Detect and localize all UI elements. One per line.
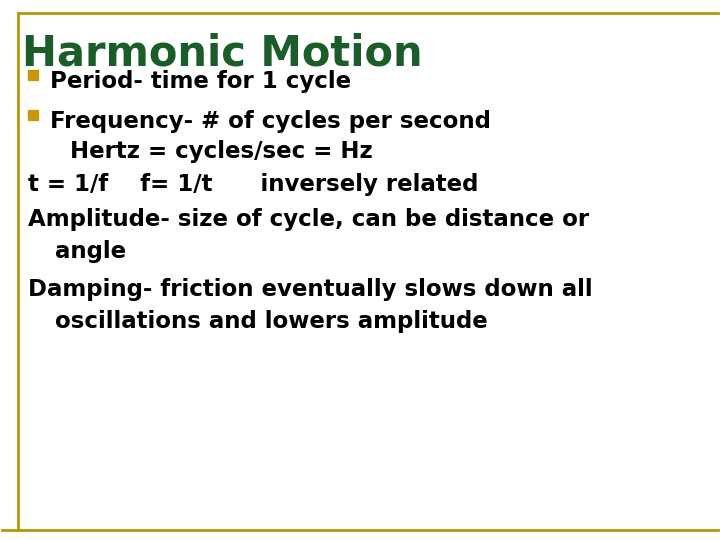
Text: angle: angle (55, 240, 126, 263)
Text: Harmonic Motion: Harmonic Motion (22, 32, 423, 74)
Text: Frequency- # of cycles per second: Frequency- # of cycles per second (50, 110, 491, 133)
Bar (28, 110, 38, 120)
Text: Damping- friction eventually slows down all: Damping- friction eventually slows down … (28, 278, 593, 301)
Text: oscillations and lowers amplitude: oscillations and lowers amplitude (55, 310, 487, 333)
Text: Hertz = cycles/sec = Hz: Hertz = cycles/sec = Hz (70, 140, 373, 163)
Text: Period- time for 1 cycle: Period- time for 1 cycle (50, 70, 351, 93)
Text: Amplitude- size of cycle, can be distance or: Amplitude- size of cycle, can be distanc… (28, 208, 589, 231)
Bar (28, 70, 38, 80)
Text: t = 1/f    f= 1/t      inversely related: t = 1/f f= 1/t inversely related (28, 173, 478, 196)
